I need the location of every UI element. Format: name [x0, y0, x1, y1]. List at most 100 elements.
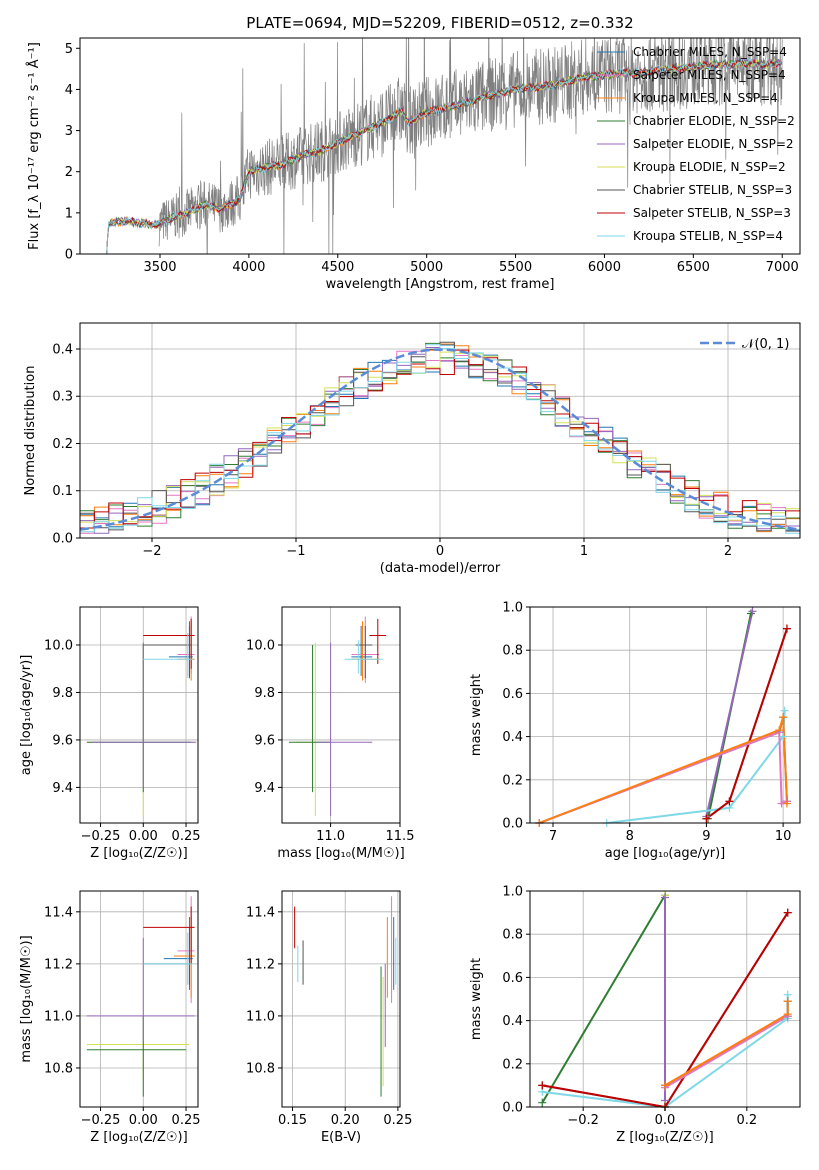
x-tick-label: 5000: [410, 260, 443, 275]
x-axis-label: wavelength [Angstrom, rest frame]: [326, 277, 555, 292]
legend-label: Salpeter MILES, N_SSP=4: [633, 68, 786, 82]
plot-area: [106, 38, 783, 254]
weight-line-chabrier-stelib: [705, 628, 788, 820]
x-tick-label: 0: [436, 544, 444, 559]
legend-label: Salpeter STELIB, N_SSP=3: [633, 206, 791, 220]
x-tick-label: 0.2: [736, 1113, 757, 1128]
weight-marker-salpeter-elodie: [661, 893, 669, 902]
x-axis-label: age [log₁₀(age/yr)]: [605, 846, 726, 861]
errorbar-salpeter-elodie: [316, 642, 373, 816]
hist-salpeter-stelib: [80, 349, 800, 529]
y-tick-label: 4: [65, 83, 73, 98]
y-tick-label: 1: [65, 206, 73, 221]
y-tick-label: 10.0: [44, 638, 73, 653]
x-tick-label: −0.25: [81, 829, 121, 844]
errorbar-salpeter-stelib: [143, 906, 195, 964]
panel-z-weight: −0.2 0.0 0.2 0.0 0.2 0.4 0.6 0.8 1.0 Z [log₁₀(Z/Z…: [469, 885, 801, 1145]
axes-frame: [79, 890, 199, 1108]
weight-line-salpeter-stelib: [542, 912, 789, 1107]
axes-frame: [281, 606, 401, 824]
y-tick-label: 0.6: [502, 971, 523, 986]
x-tick-label: 2: [724, 544, 732, 559]
x-tick-label: 9: [702, 829, 710, 844]
weight-line-salpeter-stelib: [705, 628, 788, 820]
y-tick-label: 9.4: [254, 781, 275, 796]
x-tick-label: 3500: [143, 260, 176, 275]
errorbar-kroupa-elodie: [86, 1015, 190, 1081]
y-tick-label: 11.2: [246, 957, 275, 972]
panels-layer: Chabrier MILES, N_SSP=4 Salpeter MILES, N…: [19, 37, 801, 1145]
figure-title: PLATE=0694, MJD=52209, FIBERID=0512, z=0…: [246, 14, 633, 32]
errorbar-salpeter-elodie: [86, 937, 195, 1042]
x-tick-label: 11.5: [386, 829, 415, 844]
errorbar-chabrier-elodie: [288, 644, 331, 793]
errorbar-kroupa-elodie: [295, 642, 331, 816]
y-tick-label: 1.0: [502, 601, 523, 616]
x-tick-label: 0.00: [129, 1113, 158, 1128]
x-tick-label: −2: [142, 544, 161, 559]
errorbar-salpeter-stelib: [369, 618, 387, 664]
model-line-salpeter-stelib: [106, 59, 783, 254]
panel-spectrum: Chabrier MILES, N_SSP=4 Salpeter MILES, N…: [26, 37, 801, 292]
weight-line-kroupa-stelib: [606, 710, 786, 823]
y-tick-label: 0.4: [502, 730, 523, 745]
panel-mass-age: 11.0 11.5 9.4 9.6 9.8 10.0 mass [log₁₀(M/M☉)]: [246, 606, 415, 861]
y-tick-label: 11.4: [44, 905, 73, 920]
legend-label: Kroupa MILES, N_SSP=4: [633, 91, 778, 105]
errorbar-chabrier-stelib: [143, 625, 192, 679]
errorbar-kroupa-stelib: [143, 932, 193, 985]
x-tick-label: −0.2: [567, 1113, 599, 1128]
x-tick-label: 4500: [321, 260, 354, 275]
y-tick-label: 0: [65, 248, 73, 263]
y-tick-label: 5: [65, 42, 73, 57]
y-tick-label: 0.1: [52, 484, 73, 499]
plot-area: [80, 341, 800, 534]
y-tick-label: 0.8: [502, 928, 523, 943]
plot-area: [86, 616, 197, 816]
y-axis-label: Normed distribution: [23, 366, 38, 496]
x-tick-label: 1: [580, 544, 588, 559]
errorbar-chabrier-elodie: [86, 1015, 187, 1097]
y-axis-label: mass weight: [469, 674, 484, 756]
x-axis-label: mass [log₁₀(M/M☉)]: [277, 846, 404, 861]
x-tick-label: 0.00: [129, 829, 158, 844]
weight-line-chabrier-miles: [538, 716, 788, 823]
x-tick-label: 0.15: [278, 1113, 307, 1128]
y-tick-label: 11.0: [44, 1009, 73, 1024]
x-tick-label: 6500: [677, 260, 710, 275]
x-tick-label: 0.0: [655, 1113, 676, 1128]
y-tick-label: 9.8: [52, 686, 73, 701]
weight-marker-salpeter-elodie: [748, 607, 757, 616]
y-tick-label: 0.4: [52, 342, 73, 357]
y-tick-label: 10.8: [44, 1061, 73, 1076]
x-axis-label: E(B-V): [321, 1130, 361, 1145]
x-tick-label: 4000: [232, 260, 265, 275]
y-tick-label: 0.2: [52, 437, 73, 452]
errorbar-chabrier-miles: [351, 625, 373, 676]
panel-residuals: 𝒩(0, 1) −2 −1 0 1 2 0.0 0.1 0.2 0.3 0.4 (data-model…: [23, 322, 801, 576]
legend-label: Chabrier STELIB, N_SSP=3: [633, 183, 792, 197]
x-tick-label: 7000: [766, 260, 799, 275]
y-tick-label: 10.0: [246, 638, 275, 653]
weight-line-salpeter-miles: [538, 730, 788, 823]
x-tick-label: 0.25: [172, 1113, 201, 1128]
x-axis-label: Z [log₁₀(Z/Z☉)]: [90, 846, 187, 861]
errorbar-chabrier-elodie: [86, 644, 192, 793]
y-tick-label: 0.0: [502, 817, 523, 832]
x-tick-label: 7: [549, 829, 557, 844]
errorbar-chabrier-miles: [163, 917, 193, 990]
weight-marker-chabrier-elodie: [746, 609, 755, 618]
y-tick-label: 2: [65, 165, 73, 180]
y-tick-label: 0.2: [502, 773, 523, 788]
x-tick-label: 5500: [499, 260, 532, 275]
errorbar-salpeter-stelib: [143, 618, 195, 669]
legend: Chabrier MILES, N_SSP=4 Salpeter MILES, N…: [597, 45, 795, 243]
weight-marker-salpeter-stelib: [783, 908, 792, 917]
x-tick-label: 6000: [588, 260, 621, 275]
y-axis-label: mass [log₁₀(M/M☉)]: [19, 935, 34, 1062]
legend-label: 𝒩(0, 1): [742, 337, 789, 352]
weight-marker-kroupa-stelib: [780, 706, 789, 715]
errorbar-kroupa-stelib: [143, 633, 193, 679]
model-line-kroupa-stelib: [106, 57, 783, 254]
x-tick-label: −1: [286, 544, 305, 559]
